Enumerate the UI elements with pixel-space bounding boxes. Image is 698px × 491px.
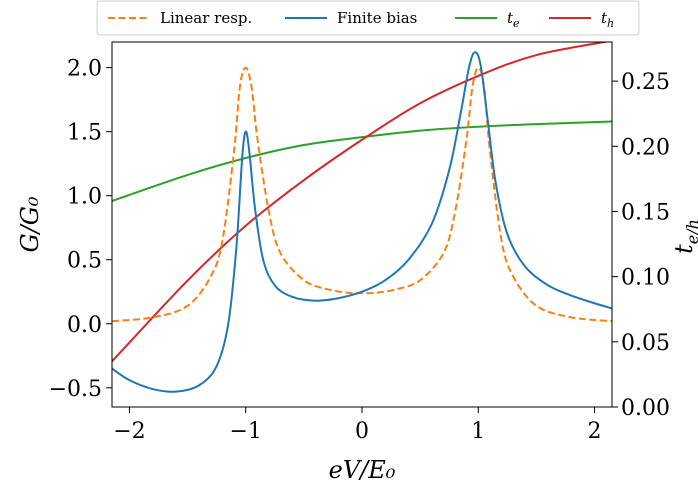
x-tick-label: 0 (355, 419, 369, 444)
left-y-tick-label: 0.5 (67, 249, 102, 274)
x-tick-label: 2 (588, 419, 602, 444)
left-y-tick-label: 1.0 (67, 185, 102, 210)
legend-label: th (601, 9, 614, 30)
legend-label: te (507, 9, 520, 30)
x-axis-label: eV/E₀ (329, 456, 396, 484)
left-y-tick-label: 0.0 (67, 313, 102, 338)
right-y-tick-label: 0.10 (621, 266, 670, 291)
left-y-tick-label: −0.5 (49, 377, 102, 402)
x-tick-label: 1 (471, 419, 485, 444)
plot-frame (111, 41, 613, 408)
right-y-tick-label: 0.25 (621, 70, 670, 95)
legend-box (96, 0, 640, 36)
legend: Linear resp. Finite bias te th (96, 0, 640, 36)
axis-labels: eV/E₀ G/G₀ te/h (16, 196, 698, 484)
legend-label: Linear resp. (160, 9, 252, 27)
series-layer (112, 42, 612, 393)
series-line-t-h (112, 42, 611, 363)
right-axis-ticks: 0.00 0.05 0.10 0.15 0.20 0.25 (612, 70, 670, 421)
right-y-tick-label: 0.15 (621, 200, 670, 225)
series-line-linear-resp (112, 66, 612, 323)
series-line-t-e (112, 120, 612, 202)
right-y-tick-label: 0.20 (621, 135, 670, 160)
series-line-finite-bias (112, 51, 612, 393)
right-y-tick-label: 0.05 (621, 331, 670, 356)
left-axis-ticks: −0.5 0.0 0.5 1.0 1.5 2.0 (49, 57, 112, 402)
x-tick-label: −2 (113, 419, 145, 444)
right-y-tick-label: 0.00 (621, 396, 670, 421)
left-y-tick-label: 2.0 (67, 57, 102, 82)
left-y-tick-label: 1.5 (67, 121, 102, 146)
left-y-axis-label: G/G₀ (16, 196, 44, 252)
legend-label: Finite bias (337, 9, 417, 27)
x-tick-label: −1 (230, 419, 262, 444)
right-y-axis-label: te/h (670, 219, 698, 254)
x-axis-ticks: −2 −1 0 1 2 (113, 407, 602, 444)
